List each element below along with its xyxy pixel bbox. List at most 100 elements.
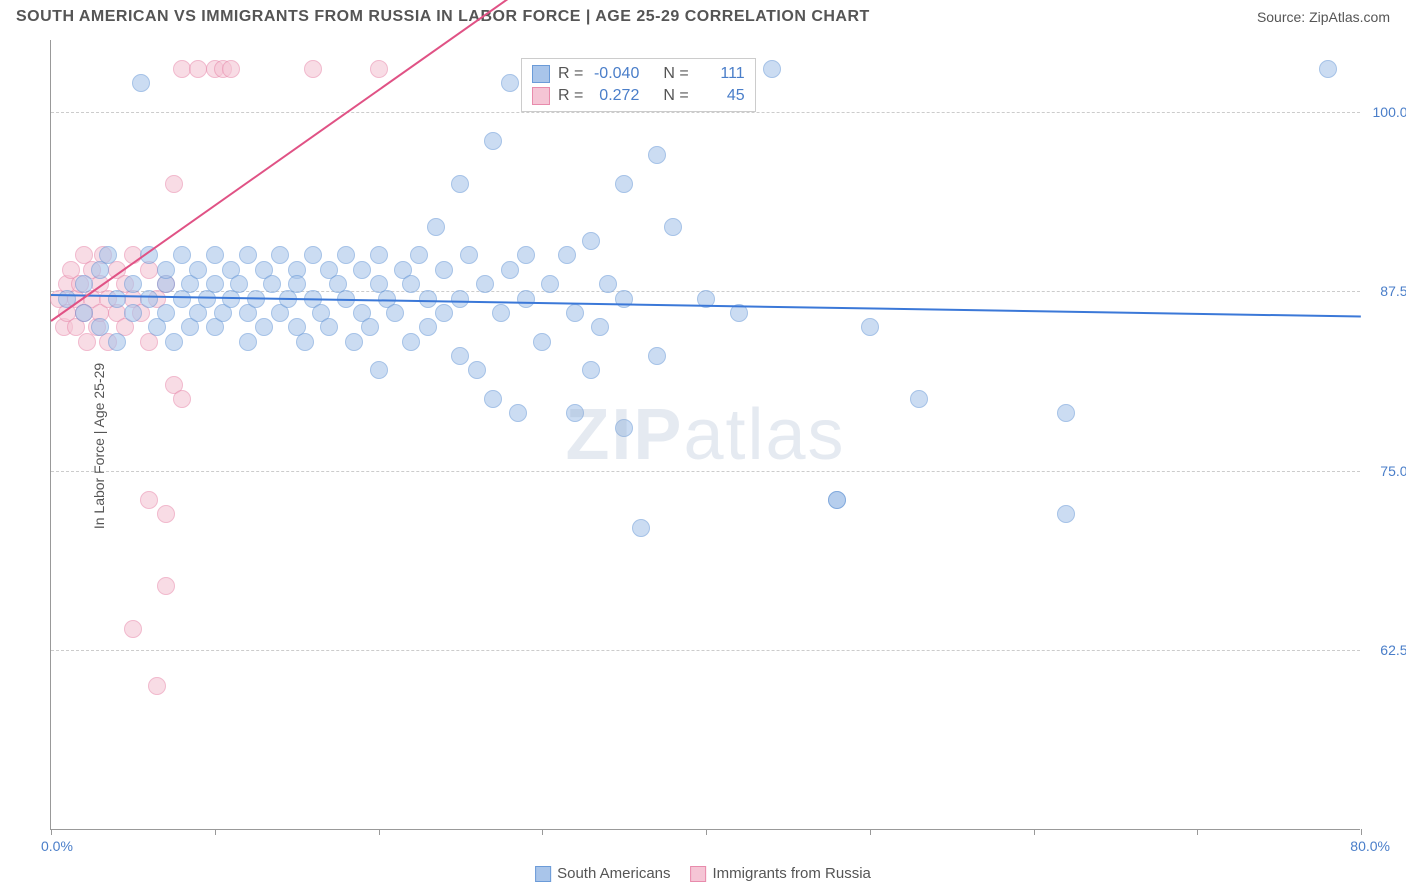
- data-point: [517, 246, 535, 264]
- data-point: [157, 304, 175, 322]
- data-point: [206, 246, 224, 264]
- data-point: [1057, 505, 1075, 523]
- correlation-stats-box: R = -0.040 N = 111 R = 0.272 N = 45: [521, 58, 756, 112]
- r-value-pink: 0.272: [591, 87, 639, 105]
- data-point: [263, 275, 281, 293]
- data-point: [189, 261, 207, 279]
- x-tick: [51, 829, 52, 835]
- scatter-chart: ZIPatlas R = -0.040 N = 111 R = 0.272 N …: [50, 40, 1360, 830]
- data-point: [582, 361, 600, 379]
- gridline: [51, 471, 1360, 472]
- data-point: [320, 318, 338, 336]
- data-point: [124, 304, 142, 322]
- data-point: [173, 246, 191, 264]
- x-tick: [1034, 829, 1035, 835]
- data-point: [435, 304, 453, 322]
- data-point: [615, 419, 633, 437]
- watermark-light: atlas: [683, 395, 845, 475]
- data-point: [419, 290, 437, 308]
- x-axis-max-label: 80.0%: [1350, 838, 1390, 854]
- data-point: [173, 60, 191, 78]
- n-value-pink: 45: [697, 87, 745, 105]
- data-point: [648, 347, 666, 365]
- gridline: [51, 650, 1360, 651]
- n-value-blue: 111: [697, 65, 745, 83]
- data-point: [582, 232, 600, 250]
- x-tick: [542, 829, 543, 835]
- data-point: [124, 275, 142, 293]
- n-label: N =: [663, 65, 688, 83]
- data-point: [591, 318, 609, 336]
- chart-header: SOUTH AMERICAN VS IMMIGRANTS FROM RUSSIA…: [0, 0, 1406, 30]
- legend-label: Immigrants from Russia: [713, 865, 871, 882]
- data-point: [451, 347, 469, 365]
- data-point: [501, 74, 519, 92]
- data-point: [124, 620, 142, 638]
- data-point: [460, 246, 478, 264]
- data-point: [157, 505, 175, 523]
- data-point: [230, 275, 248, 293]
- data-point: [648, 146, 666, 164]
- data-point: [435, 261, 453, 279]
- r-label: R =: [558, 65, 583, 83]
- data-point: [402, 275, 420, 293]
- data-point: [615, 175, 633, 193]
- data-point: [108, 333, 126, 351]
- data-point: [304, 60, 322, 78]
- legend-label: South Americans: [557, 865, 670, 882]
- data-point: [558, 246, 576, 264]
- data-point: [239, 246, 257, 264]
- data-point: [165, 175, 183, 193]
- data-point: [501, 261, 519, 279]
- data-point: [108, 290, 126, 308]
- data-point: [148, 677, 166, 695]
- legend-item-immigrants-russia: Immigrants from Russia: [691, 865, 871, 882]
- data-point: [517, 290, 535, 308]
- r-label: R =: [558, 87, 583, 105]
- data-point: [173, 390, 191, 408]
- stats-row-blue: R = -0.040 N = 111: [532, 63, 745, 85]
- data-point: [206, 275, 224, 293]
- data-point: [664, 218, 682, 236]
- data-point: [910, 390, 928, 408]
- data-point: [632, 519, 650, 537]
- data-point: [157, 577, 175, 595]
- data-point: [509, 404, 527, 422]
- data-point: [304, 246, 322, 264]
- data-point: [492, 304, 510, 322]
- data-point: [566, 404, 584, 422]
- data-point: [353, 261, 371, 279]
- data-point: [140, 290, 158, 308]
- x-tick: [215, 829, 216, 835]
- data-point: [271, 246, 289, 264]
- data-point: [484, 132, 502, 150]
- data-point: [386, 304, 404, 322]
- chart-legend: South Americans Immigrants from Russia: [535, 865, 871, 882]
- data-point: [239, 333, 257, 351]
- data-point: [99, 246, 117, 264]
- data-point: [533, 333, 551, 351]
- data-point: [189, 60, 207, 78]
- data-point: [165, 333, 183, 351]
- data-point: [288, 275, 306, 293]
- y-tick-label: 100.0%: [1365, 104, 1406, 120]
- x-axis-min-label: 0.0%: [41, 838, 73, 854]
- data-point: [427, 218, 445, 236]
- data-point: [451, 290, 469, 308]
- data-point: [410, 246, 428, 264]
- r-value-blue: -0.040: [591, 65, 639, 83]
- chart-source: Source: ZipAtlas.com: [1257, 9, 1390, 25]
- data-point: [451, 175, 469, 193]
- x-tick: [1197, 829, 1198, 835]
- data-point: [484, 390, 502, 408]
- y-tick-label: 75.0%: [1365, 463, 1406, 479]
- data-point: [468, 361, 486, 379]
- stats-square-blue: [532, 65, 550, 83]
- data-point: [337, 246, 355, 264]
- data-point: [255, 318, 273, 336]
- data-point: [1057, 404, 1075, 422]
- data-point: [541, 275, 559, 293]
- data-point: [140, 491, 158, 509]
- chart-title: SOUTH AMERICAN VS IMMIGRANTS FROM RUSSIA…: [16, 8, 870, 26]
- legend-square-pink: [691, 866, 707, 882]
